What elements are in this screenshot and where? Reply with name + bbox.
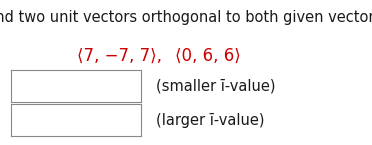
Text: ⟨0, 6, 6⟩: ⟨0, 6, 6⟩ [176, 46, 241, 64]
Text: (smaller ī-value): (smaller ī-value) [156, 78, 276, 93]
Text: Find two unit vectors orthogonal to both given vectors.: Find two unit vectors orthogonal to both… [0, 10, 372, 25]
Text: (larger ī-value): (larger ī-value) [156, 113, 265, 128]
Text: ⟨7, −7, 7⟩,: ⟨7, −7, 7⟩, [77, 46, 161, 64]
